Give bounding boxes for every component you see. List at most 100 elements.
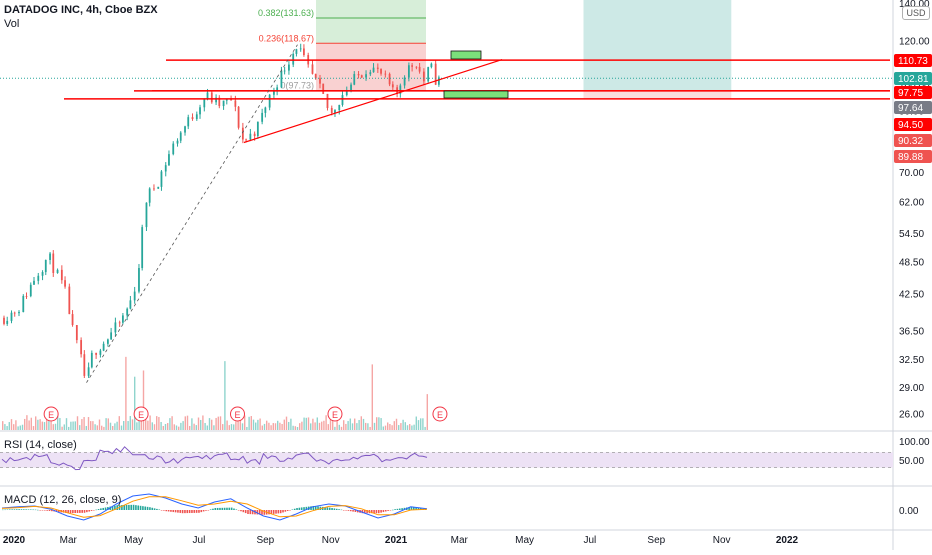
macd-histogram-bar: [160, 510, 163, 511]
volume-bar: [296, 426, 299, 430]
candle-body: [56, 269, 59, 273]
volume-bar: [169, 418, 171, 430]
volume-bar: [250, 416, 252, 430]
macd-histogram-bar: [375, 510, 378, 514]
candle-body: [338, 104, 341, 111]
earnings-marker: [230, 406, 246, 422]
macd-histogram-bar: [181, 510, 184, 514]
macd-label[interactable]: MACD (12, 26, close, 9): [4, 494, 122, 506]
candle-body: [384, 73, 387, 75]
macd-histogram-bar: [291, 509, 294, 510]
macd-histogram-bar: [391, 509, 394, 511]
macd-histogram-bar: [275, 510, 277, 514]
macd-histogram-bar: [90, 510, 93, 511]
volume-bar: [244, 415, 246, 430]
volume-bar: [204, 422, 206, 430]
macd-histogram-bar: [41, 510, 44, 511]
volume-bar: [48, 421, 50, 430]
macd-histogram-bar: [200, 510, 203, 513]
rsi-line: [1, 446, 428, 471]
volume-bar: [226, 420, 228, 430]
candle-body: [191, 117, 194, 120]
volume-bar: [380, 418, 382, 430]
symbol-title[interactable]: DATADOG INC, 4h, Cboe BZX: [4, 4, 158, 16]
volume-bar: [182, 421, 184, 430]
macd-histogram-bar: [216, 507, 219, 510]
volume-bar: [142, 370, 145, 430]
macd-histogram-bar: [46, 510, 48, 511]
macd-histogram-bar: [209, 509, 212, 510]
macd-histogram-bar: [97, 509, 100, 510]
macd-histogram-bar: [74, 510, 76, 514]
macd-histogram-bar: [293, 508, 296, 510]
volume-bar: [307, 417, 310, 430]
price-label-text: 97.64: [898, 103, 923, 114]
earnings-marker-label: E: [234, 410, 240, 420]
volume-bar: [68, 426, 70, 430]
volume-label[interactable]: Vol: [4, 18, 20, 30]
candle-body: [253, 133, 256, 137]
volume-bar: [26, 415, 28, 430]
volume-bar: [424, 426, 426, 430]
volume-bar: [246, 426, 248, 430]
candle-body: [18, 311, 20, 314]
volume-bar: [79, 425, 81, 430]
volume-bar: [59, 418, 61, 430]
macd-histogram-bar: [188, 510, 191, 514]
macd-histogram-bar: [296, 508, 298, 510]
x-tick-label: May: [515, 535, 534, 546]
volume-bar: [21, 424, 24, 430]
x-tick-label: May: [124, 535, 143, 546]
candle-body: [121, 315, 124, 323]
macd-histogram-bar: [242, 510, 245, 513]
macd-histogram-bar: [142, 506, 144, 510]
volume-bar: [301, 421, 303, 430]
volume-bar: [61, 426, 63, 430]
currency-badge[interactable]: USD: [902, 6, 930, 20]
volume-bar: [63, 424, 65, 430]
volume-bar: [332, 416, 334, 430]
volume-bar: [277, 420, 279, 430]
candle-body: [187, 117, 190, 127]
macd-histogram-bar: [79, 510, 81, 513]
candle-body: [99, 350, 102, 355]
volume-bar: [116, 421, 118, 430]
volume-bar: [398, 425, 400, 430]
y-tick-label: 48.50: [899, 257, 924, 268]
candle-body: [357, 74, 360, 76]
macd-histogram-bar: [69, 510, 72, 514]
macd-histogram-bar: [193, 510, 196, 513]
candle-body: [334, 110, 336, 114]
volume-bar: [411, 425, 413, 430]
candle-body: [234, 100, 237, 107]
candle-body: [218, 97, 221, 107]
candle-body: [437, 77, 440, 85]
macd-histogram-bar: [382, 510, 385, 513]
macd-histogram-bar: [191, 510, 193, 513]
macd-histogram-bar: [16, 509, 18, 510]
macd-histogram-bar: [25, 509, 27, 510]
fib-zone-upper: [316, 0, 426, 44]
volume-bar: [261, 425, 263, 430]
candle-body: [353, 74, 356, 85]
price-label-badge: [894, 54, 932, 67]
candle-body: [264, 107, 267, 113]
macd-histogram-bar: [125, 504, 128, 510]
candle-body: [10, 312, 13, 321]
volume-bar: [314, 422, 316, 430]
candle-body: [430, 63, 433, 68]
macd-histogram-bar: [186, 510, 189, 514]
macd-histogram-bar: [44, 510, 46, 511]
rsi-label[interactable]: RSI (14, close): [4, 439, 77, 451]
candle-body: [391, 84, 394, 88]
volume-bar: [349, 418, 351, 430]
macd-histogram-bar: [223, 507, 226, 510]
price-label-text: 102.81: [898, 74, 929, 85]
macd-histogram-bar: [335, 508, 338, 510]
macd-histogram-bar: [286, 510, 289, 511]
volume-bar: [10, 419, 13, 430]
volume-bar: [233, 424, 235, 430]
macd-histogram-bar: [258, 510, 261, 515]
volume-bar: [384, 425, 387, 430]
volume-bar: [123, 421, 125, 430]
